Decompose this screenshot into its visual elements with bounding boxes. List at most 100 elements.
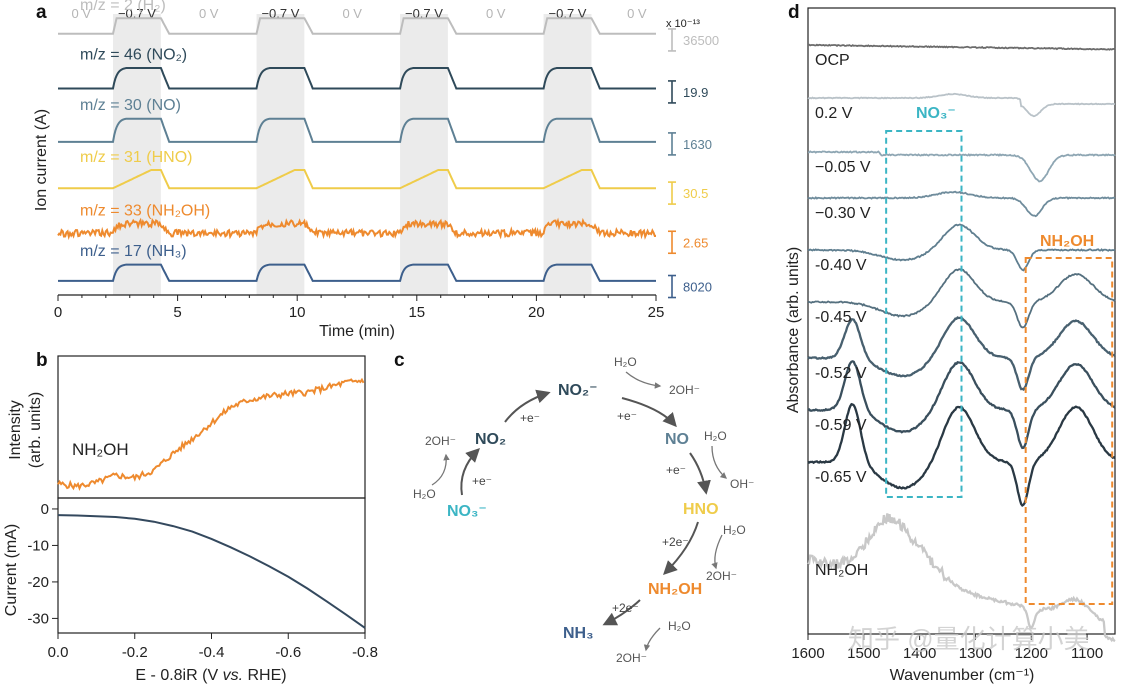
x-tick-label-b: -0.4 <box>199 644 225 661</box>
x-tick-label-d: 1100 <box>1071 645 1103 662</box>
panel-label-a: a <box>36 2 47 23</box>
series-label-2: m/z = 46 (NO₂) <box>80 46 187 63</box>
series-label-5: m/z = 33 (NH₂OH) <box>80 202 210 219</box>
potential-label: 0 V <box>342 6 362 21</box>
scale-exponent: x 10⁻¹³ <box>666 18 700 30</box>
trace-series-4 <box>58 169 656 190</box>
spectrum-label-2: 0.2 V <box>815 105 853 122</box>
series-label-1: m/z = 2 (H₂) <box>80 0 166 14</box>
spectrum-1 <box>808 43 1116 51</box>
electron-step-3: +e⁻ <box>617 409 637 423</box>
pulse-band-1 <box>113 14 161 295</box>
nh2oh-region-label: NH₂OH <box>1040 233 1094 250</box>
electron-step-5: +2e⁻ <box>662 535 689 549</box>
hydroxide-4: 2OH⁻ <box>706 569 737 583</box>
scale-value-2: 19.9 <box>683 85 708 100</box>
x-tick-label-a: 0 <box>54 304 62 321</box>
current-ylabel: Current (mA) <box>3 524 20 616</box>
y-tick-label-b: -10 <box>27 537 49 554</box>
panel-c-pathway: NO₃⁻ NO₂ NO₂⁻ NO HNO NH₂OH NH₃ +e⁻ +e⁻ +… <box>413 355 754 665</box>
scale-value-1: 36500 <box>683 33 719 48</box>
water-1: H₂O <box>413 487 436 501</box>
current-line <box>57 514 366 629</box>
y-axis-label-a: Ion current (A) <box>33 109 50 211</box>
x-tick-label-b: 0.0 <box>48 644 69 661</box>
x-tick-label-d: 1200 <box>1015 645 1048 662</box>
spectrum-label-4: −0.30 V <box>815 205 871 222</box>
pulse-shading <box>113 14 592 295</box>
species-no2: NO₂ <box>475 431 506 448</box>
no3-region-box <box>885 130 963 498</box>
species-no3: NO₃⁻ <box>447 503 487 520</box>
scale-bars: 36500 19.9 1630 30.5 2.65 8020 <box>668 28 719 299</box>
x-tick-label-a: 5 <box>173 304 181 321</box>
hydroxide-2: 2OH⁻ <box>669 383 700 397</box>
spectrum-label-3: −0.05 V <box>815 159 871 176</box>
x-tick-label-b: -0.2 <box>122 644 148 661</box>
nh2oh-region-box <box>1024 257 1114 605</box>
potential-label: 0 V <box>71 6 91 21</box>
y-axis-label-d: Absorbance (arb. units) <box>785 247 802 413</box>
series-label-3: m/z = 30 (NO) <box>80 97 181 114</box>
x-axis-label-b: E - 0.8iR (V vs. RHE) <box>135 667 286 684</box>
potential-label: 0 V <box>486 6 506 21</box>
x-ticks-d: 1600 1500 1400 1300 1200 1100 <box>791 634 1103 662</box>
y-tick-label-b: 0 <box>41 501 49 518</box>
x-tick-label-a: 25 <box>648 304 665 321</box>
electron-step-4: +e⁻ <box>666 463 686 477</box>
trace-series-1 <box>58 17 656 35</box>
spectrum-label-5: -0.40 V <box>815 257 867 274</box>
species-hno: HNO <box>683 501 719 518</box>
spectrum-4 <box>807 190 1116 218</box>
species-no: NO <box>665 431 689 448</box>
potential-label: 0 V <box>627 6 647 21</box>
series-labels: m/z = 2 (H₂) m/z = 46 (NO₂) m/z = 30 (NO) m… <box>80 0 210 260</box>
x-tick-label-a: 10 <box>289 304 306 321</box>
spectrum-label-10: NH₂OH <box>815 562 868 579</box>
scale-value-3: 1630 <box>683 137 712 152</box>
spectrum-label-6: -0.45 V <box>815 309 867 326</box>
scale-value-6: 8020 <box>683 280 712 295</box>
electron-step-1: +e⁻ <box>472 474 492 488</box>
potential-label: 0 V <box>199 6 219 21</box>
electron-step-2: +e⁻ <box>520 411 540 425</box>
x-ticks-b: 0.0 -0.2 -0.4 -0.6 -0.8 <box>48 633 378 661</box>
hydroxide-3: OH⁻ <box>730 477 754 491</box>
x-axis-label-a: Time (min) <box>319 323 395 340</box>
water-2: H₂O <box>614 355 637 369</box>
intensity-ylabel-1: Intensity <box>7 400 24 460</box>
x-tick-label-d: 1400 <box>903 645 936 662</box>
intensity-frame <box>57 355 366 499</box>
pulse-band-4 <box>543 14 592 295</box>
scale-value-4: 30.5 <box>683 186 708 201</box>
spectrum-5 <box>807 223 1116 272</box>
ion-current-traces <box>57 17 656 282</box>
trace-series-3 <box>58 117 656 143</box>
hydroxide-1: 2OH⁻ <box>425 434 456 448</box>
x-tick-label-d: 1600 <box>791 645 824 662</box>
spectrum-label-7: -0.52 V <box>815 365 867 382</box>
x-axis-label-d: Wavenumber (cm⁻¹) <box>890 667 1035 684</box>
hydroxide-5: 2OH⁻ <box>616 651 647 665</box>
series-label-6: m/z = 17 (NH₃) <box>80 243 187 260</box>
panel-d-spectra: OCP 0.2 V −0.05 V −0.30 V -0.40 V -0.45 V -0.5… <box>785 7 1116 684</box>
x-tick-label-b: -0.6 <box>275 644 301 661</box>
spectra-traces <box>807 43 1116 643</box>
spectrum-8 <box>807 360 1116 450</box>
scale-value-5: 2.65 <box>683 235 708 250</box>
spectra-labels: OCP 0.2 V −0.05 V −0.30 V -0.40 V -0.45 V -0.5… <box>815 52 871 579</box>
panel-label-c: c <box>394 350 405 371</box>
panel-b: NH₂OH Intensity (arb. units) Current (mA… <box>3 355 378 684</box>
x-tick-label-d: 1300 <box>959 645 992 662</box>
y-tick-label-b: -30 <box>27 610 49 627</box>
watermark: 知乎 @量化计算小美 <box>848 624 1090 654</box>
pulse-band-3 <box>400 14 448 295</box>
pulse-band-2 <box>256 14 305 295</box>
spectrum-label-9: -0.65 V <box>815 469 867 486</box>
spectrum-3 <box>808 150 1116 183</box>
water-4: H₂O <box>723 523 746 537</box>
spectra-frame <box>807 7 1116 635</box>
x-tick-label-d: 1500 <box>847 645 880 662</box>
